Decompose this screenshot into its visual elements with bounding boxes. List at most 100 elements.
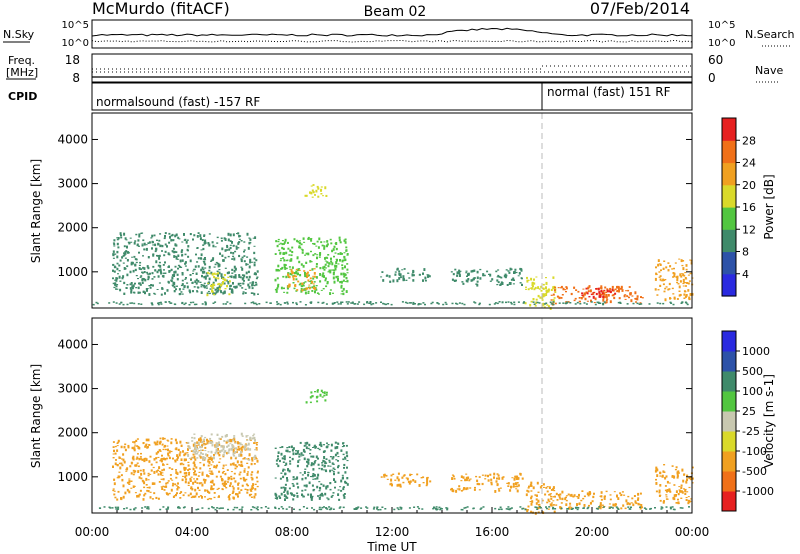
echo-cell: [280, 286, 283, 290]
echo-cell: [279, 477, 282, 480]
echo-cell: [320, 444, 323, 448]
echo-cell: [601, 294, 604, 295]
echo-cell: [540, 507, 542, 509]
echo-cell: [163, 269, 165, 271]
echo-cell: [690, 498, 692, 500]
echo-cell: [117, 237, 120, 240]
echo-cell: [621, 289, 624, 292]
echo-cell: [124, 268, 127, 270]
echo-cell: [310, 495, 312, 498]
echo-cell: [659, 284, 662, 287]
echo-cell: [146, 489, 149, 492]
echo-cell: [213, 492, 216, 494]
echo-cell: [508, 508, 511, 511]
echo-cell: [251, 477, 254, 481]
echo-cell: [331, 457, 334, 460]
echo-cell: [515, 488, 518, 490]
echo-cell: [659, 278, 662, 281]
echo-cell: [302, 237, 305, 240]
echo-cell: [141, 458, 144, 461]
echo-cell: [143, 242, 146, 246]
echo-cell: [343, 256, 346, 259]
echo-cell: [685, 268, 688, 271]
echo-cell: [586, 292, 589, 295]
echo-cell: [191, 488, 194, 491]
echo-cell: [309, 449, 312, 451]
echo-cell: [505, 508, 508, 510]
echo-cell: [523, 301, 526, 303]
echo-cell: [214, 246, 217, 248]
echo-cell: [154, 243, 157, 247]
echo-cell: [296, 273, 299, 276]
echo-cell: [565, 286, 568, 288]
echo-cell: [142, 498, 145, 501]
echo-cell: [685, 278, 688, 280]
echo-cell: [249, 436, 252, 439]
echo-cell: [658, 271, 661, 273]
echo-cell: [476, 283, 479, 287]
echo-cell: [213, 284, 216, 286]
echo-cell: [461, 302, 464, 305]
echo-cell: [213, 275, 216, 279]
echo-cell: [676, 275, 679, 279]
echo-cell: [206, 474, 208, 477]
echo-cell: [305, 194, 308, 197]
echo-cell: [356, 507, 359, 510]
echo-cell: [604, 495, 606, 498]
echo-cell: [141, 281, 144, 284]
echo-cell: [286, 303, 289, 305]
echo-cell: [412, 272, 415, 274]
echo-cell: [602, 299, 605, 302]
echo-cell: [317, 447, 320, 449]
echo-cell: [175, 447, 178, 451]
echo-cell: [199, 237, 202, 241]
echo-cell: [115, 464, 118, 466]
echo-cell: [157, 456, 160, 458]
echo-cell: [581, 490, 584, 492]
echo-cell: [235, 493, 238, 496]
echo-cell: [340, 272, 343, 276]
echo-cell: [232, 439, 234, 442]
echo-cell: [318, 237, 321, 241]
echo-cell: [190, 278, 192, 281]
echo-cell: [156, 239, 158, 241]
echo-cell: [246, 439, 249, 441]
echo-cell: [497, 488, 500, 490]
echo-cell: [167, 280, 170, 283]
echo-cell: [458, 274, 461, 277]
echo-cell: [112, 264, 114, 266]
echo-cell: [126, 284, 129, 286]
echo-cell: [151, 482, 154, 485]
echo-cell: [407, 272, 410, 274]
echo-cell: [498, 489, 501, 492]
echo-cell: [222, 484, 225, 487]
echo-cell: [203, 276, 206, 279]
echo-cell: [390, 474, 393, 477]
echo-cell: [600, 491, 603, 494]
echo-cell: [296, 239, 299, 243]
echo-cell: [207, 242, 210, 245]
echo-cell: [210, 450, 213, 454]
echo-cell: [208, 281, 211, 284]
echo-cell: [677, 501, 680, 505]
echo-cell: [182, 494, 185, 497]
echo-cell: [251, 437, 254, 440]
echo-cell: [299, 246, 302, 249]
echo-cell: [233, 436, 236, 439]
echo-cell: [319, 494, 321, 496]
echo-cell: [663, 290, 666, 293]
echo-cell: [314, 253, 317, 255]
echo-cell: [112, 269, 114, 272]
echo-cell: [186, 285, 189, 289]
echo-cell: [153, 492, 156, 495]
echo-cell: [290, 273, 293, 276]
echo-cell: [231, 444, 234, 447]
echo-cell: [212, 506, 215, 509]
power-echoes: [92, 184, 694, 310]
echo-cell: [114, 279, 117, 281]
echo-cell: [228, 271, 230, 274]
echo-cell: [539, 296, 542, 299]
echo-cell: [573, 299, 576, 302]
echo-cell: [588, 493, 591, 495]
echo-cell: [339, 259, 341, 262]
